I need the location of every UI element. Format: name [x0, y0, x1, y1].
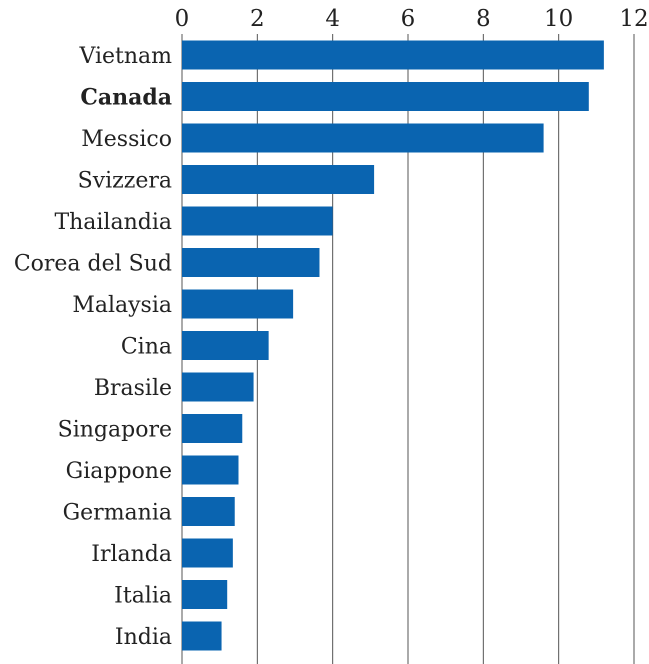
bar [182, 621, 222, 651]
x-tick-label: 8 [476, 6, 491, 32]
category-label: Thailandia [54, 210, 172, 235]
x-tick-label: 10 [544, 6, 573, 32]
bar [182, 580, 228, 609]
category-label: Messico [81, 127, 172, 152]
bar [182, 248, 320, 277]
category-label: Irlanda [91, 542, 172, 567]
category-label: Svizzera [78, 169, 172, 194]
bar [182, 82, 589, 111]
x-tick-label: 4 [325, 6, 340, 32]
bars [182, 40, 604, 651]
x-tick-label: 0 [175, 6, 190, 32]
category-label: Cina [121, 335, 172, 360]
bar [182, 40, 604, 70]
bar [182, 289, 294, 319]
x-tick-label: 2 [250, 6, 265, 32]
x-axis-ticks: 0 2 4 6 8 10 12 [175, 6, 649, 32]
category-label: Germania [63, 501, 172, 526]
bar [182, 414, 243, 443]
bar [182, 331, 269, 360]
bar [182, 497, 235, 526]
category-label: Brasile [94, 376, 172, 401]
bar [182, 123, 544, 153]
category-label: Vietnam [78, 44, 172, 69]
bar [182, 538, 233, 568]
category-label: Malaysia [72, 293, 172, 318]
category-label: India [115, 625, 172, 650]
bar [182, 165, 375, 194]
x-tick-label: 6 [401, 6, 416, 32]
category-labels: Vietnam Canada Messico Svizzera Thailandia Co… [14, 44, 172, 650]
category-label: Canada [80, 85, 172, 111]
category-label: Giappone [66, 459, 172, 484]
bar [182, 206, 333, 236]
category-label: Italia [114, 584, 172, 609]
category-label: Singapore [58, 418, 172, 443]
bar [182, 372, 254, 402]
x-tick-label: 12 [619, 6, 648, 32]
category-label: Corea del Sud [14, 252, 172, 277]
bar [182, 455, 239, 485]
